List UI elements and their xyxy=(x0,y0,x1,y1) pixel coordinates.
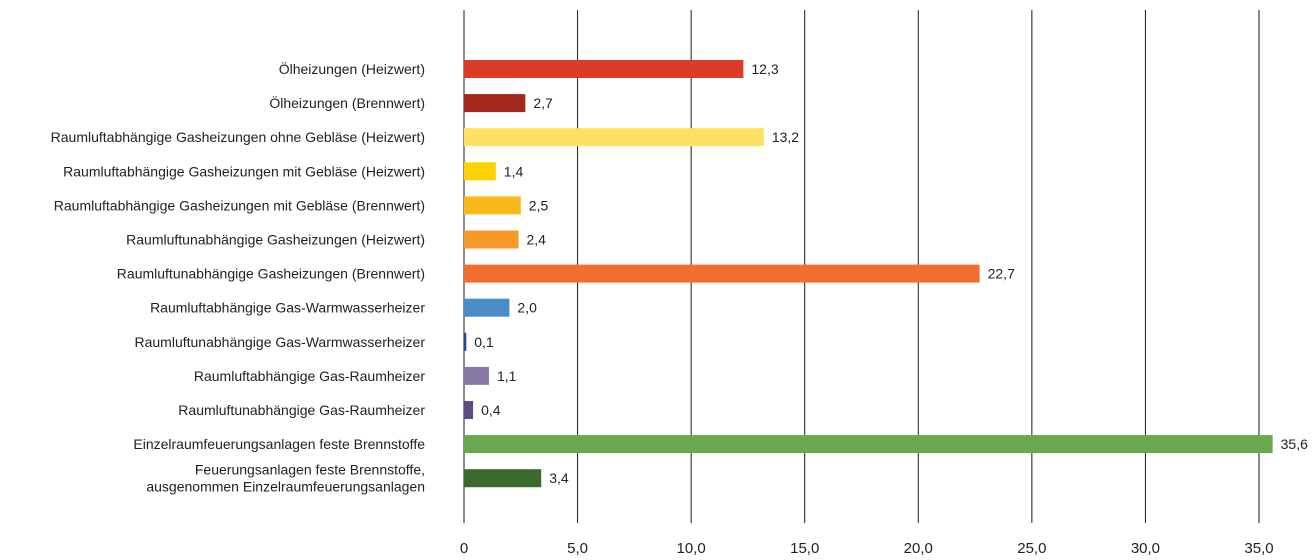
category-label: Raumluftunabhängige Gasheizungen (Brennw… xyxy=(117,266,425,282)
x-tick-label: 20,0 xyxy=(904,540,933,557)
bar xyxy=(464,435,1273,454)
bars xyxy=(464,60,1273,488)
x-tick-label: 0 xyxy=(460,540,468,557)
category-label: ausgenommen Einzelraumfeuerungsanlagen xyxy=(146,479,425,495)
bar xyxy=(464,196,521,215)
category-label: Raumluftabhängige Gasheizungen mit Geblä… xyxy=(54,197,425,213)
category-label: Raumluftabhängige Gasheizungen ohne Gebl… xyxy=(51,129,425,145)
bar xyxy=(464,366,489,385)
data-label: 2,0 xyxy=(517,300,537,316)
x-tick-label: 35,0 xyxy=(1244,540,1273,557)
bar xyxy=(464,60,744,78)
category-label: Raumluftunabhängige Gasheizungen (Heizwe… xyxy=(126,232,425,248)
bar xyxy=(464,94,526,113)
bar xyxy=(464,264,980,283)
x-axis-ticks: 0 5,0 10,0 15,0 20,0 25,0 30,0 35,0 xyxy=(460,540,1274,557)
data-label: 2,4 xyxy=(527,232,547,248)
category-label: Feuerungsanlagen feste Brennstoffe, xyxy=(195,462,425,478)
category-label: Ölheizungen (Brennwert) xyxy=(269,94,425,111)
data-label: 2,5 xyxy=(529,197,549,213)
category-label: Ölheizungen (Heizwert) xyxy=(279,60,425,77)
bar xyxy=(464,469,542,488)
category-label: Raumluftunabhängige Gas-Raumheizer xyxy=(178,402,425,418)
bar xyxy=(464,162,496,181)
bar xyxy=(464,332,467,351)
bar xyxy=(464,230,519,249)
data-label: 13,2 xyxy=(772,129,799,145)
x-tick-label: 5,0 xyxy=(567,540,588,557)
category-labels: Ölheizungen (Heizwert) Ölheizungen (Brenn… xyxy=(51,60,426,495)
bar xyxy=(464,128,764,147)
data-label: 22,7 xyxy=(988,266,1015,282)
data-label: 3,4 xyxy=(549,470,569,486)
data-label: 35,6 xyxy=(1281,436,1308,452)
bar xyxy=(464,298,510,317)
x-tick-label: 10,0 xyxy=(677,540,706,557)
x-tick-label: 25,0 xyxy=(1017,540,1046,557)
data-label: 1,4 xyxy=(504,163,524,179)
category-label: Raumluftabhängige Gas-Raumheizer xyxy=(194,368,425,384)
data-label: 2,7 xyxy=(533,95,553,111)
x-tick-label: 30,0 xyxy=(1131,540,1160,557)
bar xyxy=(464,401,474,419)
data-label: 0,1 xyxy=(474,334,494,350)
data-label: 12,3 xyxy=(751,61,778,77)
value-labels: 12,3 2,7 13,2 1,4 2,5 2,4 22,7 2,0 0,1 1,1 0,4 35,6… xyxy=(474,61,1308,486)
data-label: 0,4 xyxy=(481,402,501,418)
x-tick-label: 15,0 xyxy=(790,540,819,557)
category-label: Einzelraumfeuerungsanlagen feste Brennst… xyxy=(133,436,425,452)
category-label: Raumluftunabhängige Gas-Warmwasserheizer xyxy=(135,334,426,350)
category-label: Raumluftabhängige Gas-Warmwasserheizer xyxy=(150,300,425,316)
category-label: Raumluftabhängige Gasheizungen mit Geblä… xyxy=(63,163,425,179)
data-label: 1,1 xyxy=(497,368,517,384)
